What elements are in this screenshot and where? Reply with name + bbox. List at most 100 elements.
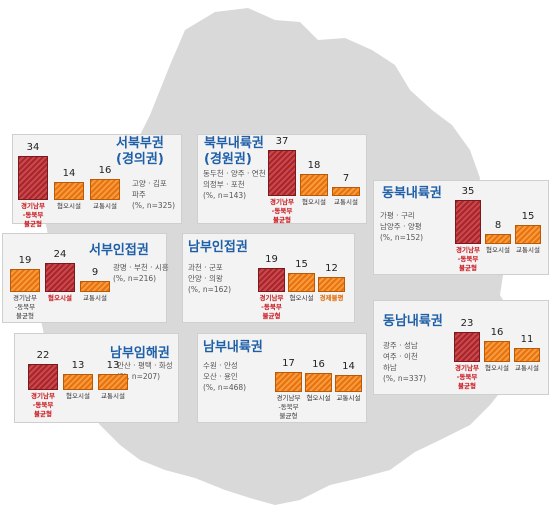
bar-category-label: -동북부: [14, 303, 36, 311]
bar-category-label: 불균형: [279, 412, 298, 420]
bar-category-label: 경기남부: [455, 364, 479, 372]
bar: [45, 263, 75, 292]
bar: [268, 149, 296, 196]
region-subtitle: 수원 · 안성: [203, 361, 238, 370]
bar-category-label: -동북부: [456, 373, 478, 381]
bar-category-label: -동북부: [32, 401, 54, 409]
bar-value-label: 13: [71, 360, 85, 372]
region-title: 북부내륙권: [204, 136, 264, 151]
bar: [18, 155, 48, 200]
bar-value-label: 15: [295, 259, 308, 271]
bar-value-label: 19: [18, 255, 32, 267]
bar-category-label: 경기남부: [456, 246, 480, 254]
bar-value-label: 15: [521, 211, 535, 223]
bar: [515, 225, 541, 244]
bar-category-label: 경제불평: [319, 294, 344, 302]
region-subtitle: (%, n=468): [203, 383, 247, 392]
bar-category-label: 경기남부: [259, 294, 284, 302]
bar-category-label: 교통시설: [101, 392, 125, 400]
bar-category-label: 경기남부: [21, 202, 45, 210]
bar-category-label: 혐오시설: [485, 364, 509, 372]
bar-category-label: -동북부: [261, 303, 282, 311]
bar-category-label: 혐오시설: [57, 202, 81, 210]
bar-category-label: 불균형: [459, 264, 477, 272]
region-subtitle: 광주 · 성남: [383, 341, 418, 350]
bar-value-label: 8: [494, 220, 502, 231]
bar-category-label: 혐오시설: [289, 294, 314, 302]
bar-category-label: 불균형: [458, 382, 476, 390]
bar-value-label: 9: [91, 267, 99, 279]
region-title: 서북부권: [116, 136, 164, 151]
bar-category-label: 교통시설: [83, 294, 107, 302]
bar-category-label: 경기남부: [276, 394, 301, 402]
bar-category-label: 불균형: [262, 312, 281, 320]
region-subtitle: 고양 · 김포: [132, 179, 167, 188]
bar-value-label: 14: [62, 167, 76, 179]
bar: [54, 181, 84, 200]
bar-category-label: -동북부: [271, 207, 293, 215]
bar-category-label: 혐오시설: [306, 394, 331, 402]
bar-value-label: 35: [461, 186, 475, 198]
region-title: (경원권): [204, 152, 252, 167]
bar-category-label: 교통시설: [336, 394, 361, 402]
bar-value-label: 19: [265, 254, 278, 266]
region-title: 남부임해권: [110, 346, 170, 361]
bar-category-label: -동북부: [278, 403, 299, 411]
region-subtitle: (%, n=216): [113, 274, 157, 283]
region-subtitle: 하남: [383, 363, 397, 372]
bar-category-label: 혐오시설: [302, 198, 326, 206]
region-title: 동남내륙권: [383, 314, 443, 329]
bar-category-label: 불균형: [16, 312, 34, 320]
bar-category-label: -동북부: [22, 211, 44, 219]
bar: [455, 200, 481, 244]
bar: [485, 234, 511, 244]
region-subtitle: 동두천 · 양주 · 연천: [203, 169, 266, 178]
bar-value-label: 16: [98, 165, 112, 177]
bar-value-label: 16: [312, 358, 325, 370]
bar: [335, 375, 362, 392]
bar-value-label: 7: [342, 173, 350, 185]
bar: [332, 187, 360, 196]
bar-value-label: 18: [307, 159, 321, 171]
bar: [10, 269, 40, 292]
bar: [514, 347, 540, 362]
panel-northinland: [197, 134, 367, 224]
bar: [258, 268, 285, 292]
region-subtitle: (%, n=325): [132, 201, 176, 210]
bar: [288, 273, 315, 292]
region-title: 남부인접권: [188, 240, 248, 255]
bar-category-label: 교통시설: [93, 202, 117, 210]
bar-category-label: 불균형: [24, 220, 42, 228]
bar-category-label: 혐오시설: [66, 392, 90, 400]
bar: [318, 277, 345, 292]
bar-value-label: 14: [342, 361, 355, 373]
bar: [28, 363, 58, 390]
bar: [90, 179, 120, 200]
bar-value-label: 23: [460, 318, 474, 330]
bar: [63, 374, 93, 390]
bar-value-label: 16: [490, 327, 504, 339]
region-subtitle: 오산 · 용인: [203, 372, 238, 381]
region-title: (경의권): [116, 152, 164, 167]
bar-category-label: 혐오시설: [48, 294, 72, 302]
bar: [454, 332, 480, 362]
bar: [484, 341, 510, 362]
bar-category-label: 경기남부: [13, 294, 37, 302]
bar-category-label: 불균형: [273, 216, 291, 224]
region-subtitle: (%, n=207): [117, 372, 161, 381]
bar-category-label: 경기남부: [31, 392, 55, 400]
region-subtitle: 안양 · 의왕: [188, 274, 223, 283]
bar-category-label: 불균형: [34, 410, 52, 418]
region-subtitle: 남양주 · 양평: [380, 222, 422, 231]
bar-value-label: 13: [106, 360, 120, 372]
region-title: 동북내륙권: [382, 186, 442, 201]
bar-category-label: -동북부: [457, 255, 479, 263]
region-subtitle: 가평 · 구리: [380, 211, 415, 220]
bar: [275, 371, 302, 392]
region-subtitle: 과천 · 군포: [188, 263, 223, 272]
region-subtitle: 의정부 · 포천: [203, 180, 245, 189]
bar-category-label: 경기남부: [270, 198, 294, 206]
bar-category-label: 교통시설: [334, 198, 358, 206]
bar-value-label: 12: [325, 263, 338, 274]
region-subtitle: 여주 · 이천: [383, 352, 418, 361]
